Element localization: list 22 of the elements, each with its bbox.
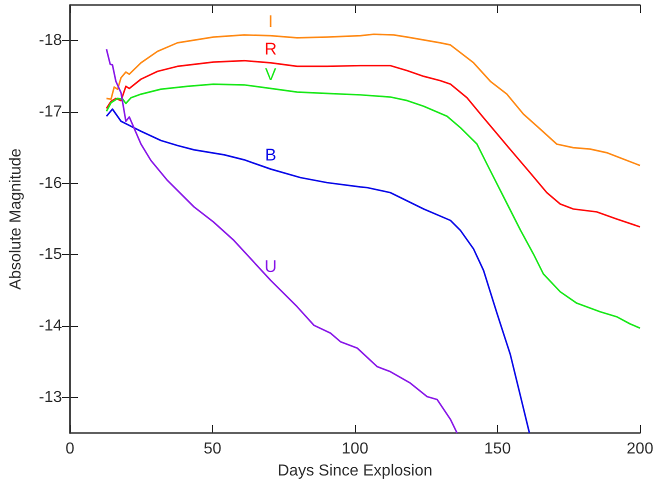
y-tick-label: -16 [38,174,62,192]
line-series [106,108,530,434]
y-tick-label: -17 [38,104,62,120]
x-tick-label: 50 [204,440,222,458]
series-label: I [268,12,274,32]
line-series [106,83,641,329]
y-tick-label: -18 [38,32,62,50]
x-tick-label: 150 [484,440,511,458]
line-series [106,60,641,228]
y-axis-title: Absolute Magnitude [8,148,24,290]
x-tick-label: 100 [342,440,368,458]
y-tick-label: -13 [38,388,62,406]
y-tick-label: -14 [38,318,62,334]
series-label: R [264,39,277,58]
y-tick-label: -15 [38,246,62,264]
x-tick-label: 200 [626,440,654,458]
x-tick-label: 0 [66,440,75,458]
series-label: B [264,146,276,165]
line-series [106,33,641,166]
series-label: V [264,64,277,84]
series-label: U [264,256,277,276]
x-axis-title: Days Since Explosion [278,462,432,480]
